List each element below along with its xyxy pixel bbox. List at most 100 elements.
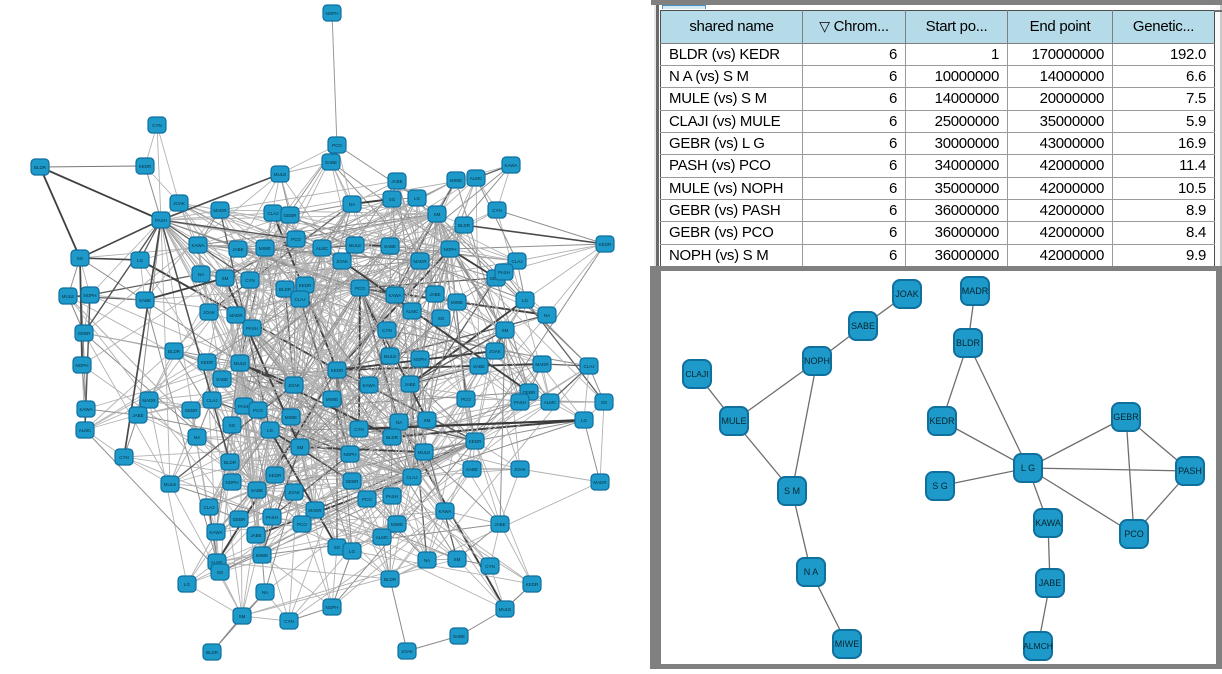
svg-text:NA: NA	[544, 313, 550, 318]
svg-text:JOAK: JOAK	[401, 649, 413, 654]
svg-text:NA: NA	[262, 590, 268, 595]
svg-text:NA: NA	[396, 420, 402, 425]
svg-text:CLAJ: CLAJ	[267, 211, 278, 216]
svg-text:NOPH: NOPH	[443, 247, 456, 252]
svg-text:GEBR: GEBR	[233, 517, 247, 522]
svg-text:JOAK: JOAK	[489, 349, 501, 354]
svg-text:PASH: PASH	[1178, 466, 1202, 476]
svg-text:PASH: PASH	[246, 326, 258, 331]
svg-text:PCO: PCO	[355, 286, 365, 291]
svg-text:NA: NA	[349, 202, 355, 207]
svg-text:MULE: MULE	[62, 294, 75, 299]
svg-text:MULE: MULE	[349, 243, 362, 248]
svg-text:JABE: JABE	[250, 533, 261, 538]
svg-text:MADR: MADR	[962, 286, 989, 296]
svg-text:BLDR: BLDR	[458, 223, 471, 228]
svg-text:MADR: MADR	[593, 480, 607, 485]
svg-text:KAWA: KAWA	[363, 383, 376, 388]
svg-text:MADR: MADR	[535, 362, 549, 367]
svg-text:JABE: JABE	[494, 522, 505, 527]
svg-text:SABE: SABE	[216, 377, 228, 382]
svg-text:NOPH: NOPH	[413, 357, 426, 362]
svg-text:CYN: CYN	[492, 208, 502, 213]
svg-text:LG: LG	[414, 196, 421, 201]
svg-text:SM: SM	[502, 328, 509, 333]
svg-text:NOPH: NOPH	[75, 363, 88, 368]
svg-text:MIWE: MIWE	[451, 300, 463, 305]
svg-text:CYN: CYN	[284, 619, 294, 624]
svg-text:CYN: CYN	[152, 123, 162, 128]
svg-text:CYN: CYN	[382, 328, 392, 333]
svg-text:NOPH: NOPH	[225, 480, 238, 485]
svg-text:SABE: SABE	[453, 634, 465, 639]
svg-text:SABE: SABE	[325, 160, 337, 165]
svg-text:CLAJ: CLAJ	[206, 398, 217, 403]
svg-text:KEDR: KEDR	[929, 416, 955, 426]
svg-text:SM: SM	[434, 212, 441, 217]
svg-text:PASH: PASH	[386, 494, 398, 499]
svg-text:CLAJ: CLAJ	[294, 297, 305, 302]
svg-text:MIWE: MIWE	[285, 415, 297, 420]
svg-text:BLDR: BLDR	[279, 287, 292, 292]
svg-text:PCO: PCO	[332, 143, 342, 148]
svg-text:BLDR: BLDR	[206, 650, 219, 655]
svg-text:ALMC: ALMC	[316, 246, 329, 251]
svg-text:KAWA: KAWA	[192, 243, 205, 248]
svg-text:CLAJ: CLAJ	[406, 475, 417, 480]
svg-text:ALMC: ALMC	[470, 176, 483, 181]
svg-text:NA: NA	[198, 272, 204, 277]
svg-text:N A: N A	[804, 567, 819, 577]
svg-text:JOAK: JOAK	[895, 289, 919, 299]
svg-text:KEDR: KEDR	[139, 164, 152, 169]
svg-text:ALMC: ALMC	[211, 560, 224, 565]
svg-text:JABE: JABE	[391, 179, 402, 184]
svg-text:KEDR: KEDR	[599, 242, 612, 247]
svg-text:S M: S M	[784, 486, 800, 496]
svg-text:S G: S G	[932, 481, 948, 491]
svg-text:BLDR: BLDR	[956, 338, 981, 348]
svg-text:JOAK: JOAK	[336, 259, 348, 264]
svg-text:MULE: MULE	[499, 607, 512, 612]
svg-text:MULE: MULE	[234, 361, 247, 366]
svg-text:PCO: PCO	[297, 522, 307, 527]
svg-text:JABE: JABE	[232, 247, 243, 252]
svg-text:PCO: PCO	[253, 408, 263, 413]
svg-text:BLDR: BLDR	[34, 165, 47, 170]
svg-text:MADR: MADR	[142, 398, 156, 403]
svg-text:KAWA: KAWA	[210, 530, 223, 535]
svg-text:KEDR: KEDR	[299, 283, 312, 288]
svg-text:JOAK: JOAK	[288, 490, 300, 495]
svg-text:LG: LG	[267, 428, 274, 433]
svg-text:GEBR: GEBR	[185, 408, 199, 413]
svg-text:CYN: CYN	[245, 278, 255, 283]
svg-text:MADR: MADR	[229, 313, 243, 318]
svg-text:MIWE: MIWE	[835, 639, 860, 649]
svg-text:SABE: SABE	[466, 467, 478, 472]
svg-text:GEBR: GEBR	[78, 331, 92, 336]
svg-text:JABE: JABE	[404, 382, 415, 387]
svg-text:SABE: SABE	[384, 244, 396, 249]
svg-text:MIWE: MIWE	[326, 397, 338, 402]
svg-text:KEDR: KEDR	[469, 439, 482, 444]
svg-text:KEDR: KEDR	[201, 360, 214, 365]
svg-text:PASH: PASH	[155, 218, 167, 223]
svg-text:ALMC: ALMC	[544, 400, 557, 405]
svg-text:BLDR: BLDR	[168, 349, 181, 354]
svg-text:SABE: SABE	[851, 321, 875, 331]
svg-text:PCO: PCO	[461, 397, 471, 402]
svg-text:MULE: MULE	[164, 482, 177, 487]
svg-text:KAWA: KAWA	[505, 163, 518, 168]
svg-text:LG: LG	[581, 418, 588, 423]
svg-text:SABE: SABE	[473, 364, 485, 369]
svg-text:CLAJ: CLAJ	[511, 259, 522, 264]
svg-text:NOPH: NOPH	[325, 11, 338, 16]
svg-text:JOAK: JOAK	[514, 467, 526, 472]
svg-text:PCO: PCO	[1124, 529, 1144, 539]
svg-text:JABE: JABE	[132, 413, 143, 418]
svg-text:LG: LG	[184, 582, 191, 587]
svg-text:PCO: PCO	[362, 497, 372, 502]
svg-text:PASH: PASH	[498, 270, 510, 275]
svg-text:MIWE: MIWE	[259, 246, 271, 251]
svg-text:JOAK: JOAK	[288, 383, 300, 388]
svg-text:GEBR: GEBR	[1113, 412, 1139, 422]
